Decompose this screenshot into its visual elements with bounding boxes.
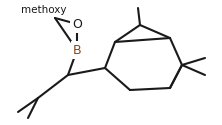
Text: B: B — [73, 44, 81, 57]
Text: methoxy: methoxy — [21, 5, 67, 15]
Text: O: O — [72, 18, 82, 30]
